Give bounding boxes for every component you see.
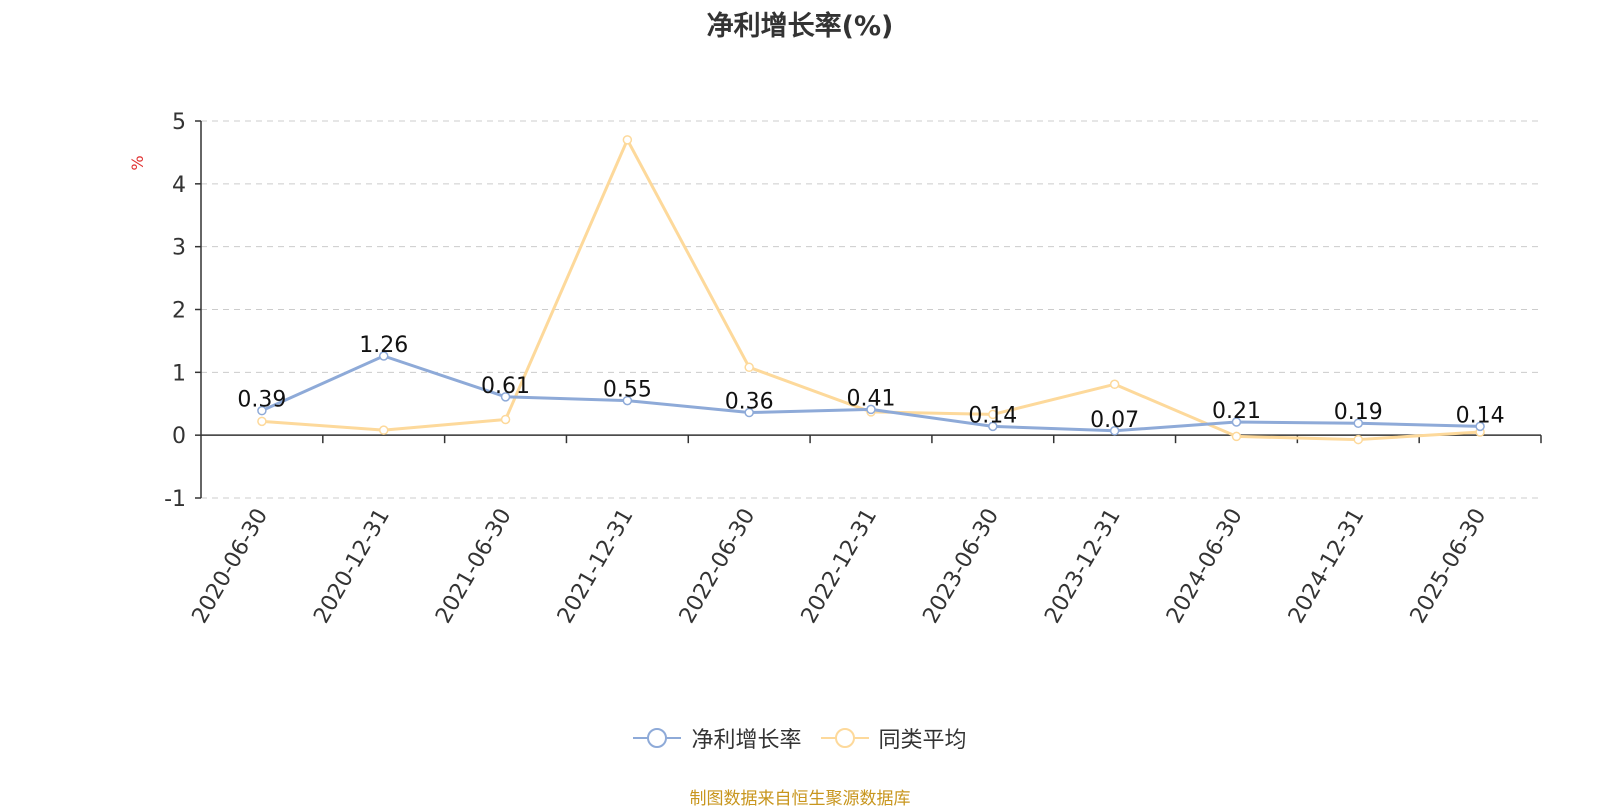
- line-chart: % -1 0 1 2 3 4 5 2020-06-30 2020-12-31 2021-06-30…: [128, 110, 1542, 628]
- x-tick-label: 2022-12-31: [797, 505, 883, 628]
- legend-line-circle-icon: [820, 728, 869, 748]
- x-tick-label: 2024-12-31: [1284, 505, 1370, 628]
- y-tick-label: 2: [172, 299, 186, 324]
- legend-label: 净利增长率: [691, 728, 802, 753]
- data-source-note: 制图数据来自恒生聚源数据库: [689, 789, 911, 809]
- data-label: 0.14: [1456, 403, 1505, 428]
- data-point[interactable]: [744, 362, 754, 373]
- data-point[interactable]: [500, 392, 511, 402]
- legend-item-peer-average[interactable]: 同类平均: [820, 722, 967, 754]
- x-tick-label: 2020-12-31: [309, 505, 395, 628]
- data-point[interactable]: [257, 405, 267, 416]
- x-tick-label: 2020-06-30: [188, 505, 274, 628]
- data-point[interactable]: [378, 425, 389, 435]
- y-tick-label: 4: [172, 173, 186, 198]
- data-point[interactable]: [1109, 379, 1120, 390]
- data-point[interactable]: [622, 395, 633, 406]
- x-tick-label: 2021-06-30: [431, 504, 517, 627]
- data-label: 0.14: [968, 403, 1017, 428]
- data-point[interactable]: [1475, 421, 1485, 432]
- y-tick-label: 1: [172, 361, 186, 386]
- data-label: 1.26: [359, 333, 408, 358]
- data-label: 0.07: [1090, 408, 1139, 433]
- data-point[interactable]: [622, 135, 633, 145]
- legend-line-circle-icon: [633, 728, 682, 748]
- data-point[interactable]: [500, 414, 511, 425]
- y-tick-label: 0: [172, 424, 186, 449]
- x-tick-label: 2025-06-30: [1406, 505, 1492, 628]
- legend-label: 同类平均: [878, 728, 967, 753]
- x-tick-label: 2023-12-31: [1040, 505, 1126, 628]
- data-point[interactable]: [866, 404, 876, 415]
- x-tick-label: 2023-06-30: [918, 504, 1004, 627]
- data-label: 0.55: [603, 378, 652, 403]
- x-tick-label: 2022-06-30: [675, 505, 761, 628]
- data-point[interactable]: [1231, 431, 1242, 442]
- y-tick-label: -1: [164, 487, 186, 512]
- data-label: 0.36: [725, 390, 774, 415]
- data-point[interactable]: [1109, 426, 1120, 436]
- data-label: 0.39: [237, 388, 286, 413]
- data-point[interactable]: [378, 351, 389, 361]
- chart-title: 净利增长率(%): [706, 11, 894, 42]
- y-tick-label: 5: [172, 110, 186, 135]
- data-label: 0.41: [847, 386, 896, 411]
- data-point[interactable]: [1231, 417, 1242, 427]
- y-axis-unit-label: %: [128, 155, 147, 170]
- data-point[interactable]: [1353, 418, 1364, 428]
- data-point[interactable]: [1353, 434, 1364, 445]
- data-label: 0.61: [481, 374, 530, 399]
- chart-legend: 净利增长率 同类平均: [0, 722, 1600, 754]
- x-tick-label: 2024-06-30: [1162, 505, 1248, 628]
- data-point[interactable]: [988, 409, 998, 420]
- y-tick-label: 3: [172, 236, 186, 261]
- data-point[interactable]: [988, 421, 998, 432]
- data-label: 0.19: [1334, 400, 1383, 425]
- data-point[interactable]: [257, 416, 267, 427]
- data-point[interactable]: [744, 407, 754, 418]
- data-label: 0.21: [1212, 399, 1261, 424]
- x-tick-label: 2021-12-31: [553, 505, 639, 628]
- legend-item-net-profit-growth[interactable]: 净利增长率: [633, 722, 802, 754]
